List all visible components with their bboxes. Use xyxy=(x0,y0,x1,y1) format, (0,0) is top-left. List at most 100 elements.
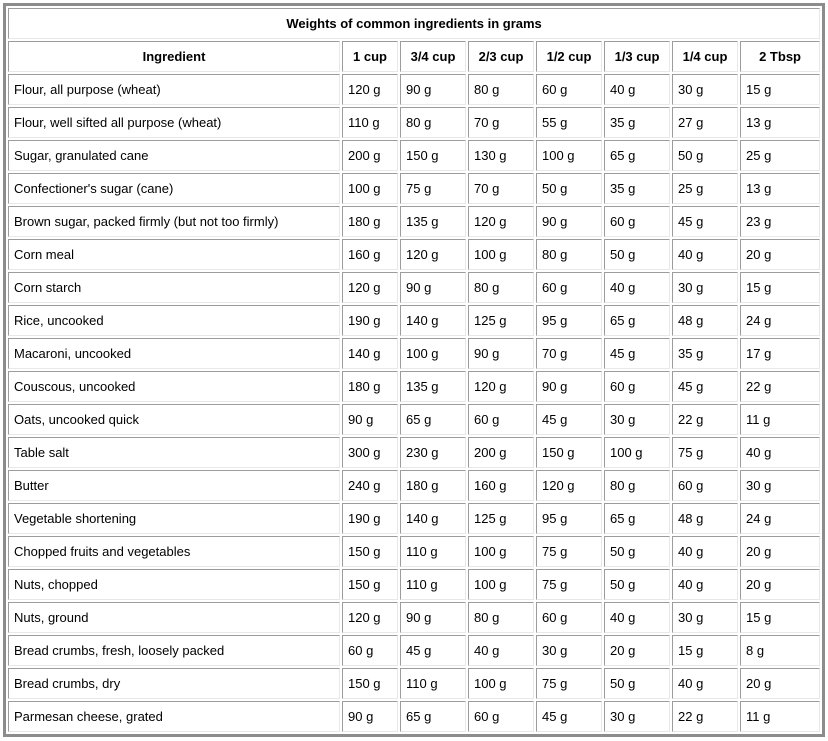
weight-cell: 45 g xyxy=(604,338,670,369)
weight-cell: 20 g xyxy=(604,635,670,666)
column-header-1-cup: 1 cup xyxy=(342,41,398,72)
weight-cell: 135 g xyxy=(400,206,466,237)
ingredient-cell: Oats, uncooked quick xyxy=(8,404,340,435)
ingredient-cell: Flour, all purpose (wheat) xyxy=(8,74,340,105)
weight-cell: 60 g xyxy=(468,404,534,435)
ingredient-weights-table: Weights of common ingredients in grams I… xyxy=(3,3,826,737)
weight-cell: 90 g xyxy=(400,602,466,633)
weight-cell: 90 g xyxy=(468,338,534,369)
weight-cell: 20 g xyxy=(740,569,821,600)
weight-cell: 240 g xyxy=(342,470,398,501)
weight-cell: 30 g xyxy=(672,74,738,105)
weight-cell: 120 g xyxy=(468,371,534,402)
weight-cell: 50 g xyxy=(604,239,670,270)
weight-cell: 65 g xyxy=(604,140,670,171)
table-header-row: Ingredient 1 cup 3/4 cup 2/3 cup 1/2 cup 1/3 … xyxy=(8,41,821,72)
ingredient-cell: Corn starch xyxy=(8,272,340,303)
weight-cell: 100 g xyxy=(342,173,398,204)
weight-cell: 22 g xyxy=(672,404,738,435)
ingredient-cell: Flour, well sifted all purpose (wheat) xyxy=(8,107,340,138)
weight-cell: 60 g xyxy=(604,371,670,402)
ingredient-cell: Nuts, chopped xyxy=(8,569,340,600)
ingredient-cell: Rice, uncooked xyxy=(8,305,340,336)
weight-cell: 75 g xyxy=(536,536,602,567)
weight-cell: 160 g xyxy=(468,470,534,501)
weight-cell: 27 g xyxy=(672,107,738,138)
ingredient-cell: Bread crumbs, dry xyxy=(8,668,340,699)
weight-cell: 11 g xyxy=(740,701,821,732)
table-title: Weights of common ingredients in grams xyxy=(8,8,821,39)
ingredient-cell: Confectioner's sugar (cane) xyxy=(8,173,340,204)
weight-cell: 95 g xyxy=(536,305,602,336)
weight-cell: 100 g xyxy=(468,668,534,699)
weight-cell: 65 g xyxy=(400,404,466,435)
weight-cell: 50 g xyxy=(604,536,670,567)
table-row: Corn meal 160 g 120 g 100 g 80 g 50 g 40 g 20 g xyxy=(8,239,821,270)
weight-cell: 75 g xyxy=(536,569,602,600)
weight-cell: 80 g xyxy=(400,107,466,138)
weight-cell: 15 g xyxy=(740,74,821,105)
weight-cell: 110 g xyxy=(342,107,398,138)
table-row: Flour, well sifted all purpose (wheat) 11… xyxy=(8,107,821,138)
ingredient-cell: Butter xyxy=(8,470,340,501)
weight-cell: 230 g xyxy=(400,437,466,468)
weight-cell: 120 g xyxy=(342,74,398,105)
weight-cell: 95 g xyxy=(536,503,602,534)
weight-cell: 60 g xyxy=(536,74,602,105)
weight-cell: 200 g xyxy=(468,437,534,468)
weight-cell: 40 g xyxy=(604,272,670,303)
weight-cell: 50 g xyxy=(604,668,670,699)
weight-cell: 40 g xyxy=(672,536,738,567)
weight-cell: 35 g xyxy=(672,338,738,369)
weight-cell: 90 g xyxy=(342,701,398,732)
weight-cell: 8 g xyxy=(740,635,821,666)
column-header-1-4-cup: 1/4 cup xyxy=(672,41,738,72)
weight-cell: 25 g xyxy=(740,140,821,171)
weight-cell: 48 g xyxy=(672,503,738,534)
column-header-3-4-cup: 3/4 cup xyxy=(400,41,466,72)
weight-cell: 150 g xyxy=(536,437,602,468)
weight-cell: 60 g xyxy=(536,272,602,303)
weight-cell: 110 g xyxy=(400,569,466,600)
weight-cell: 50 g xyxy=(536,173,602,204)
weight-cell: 150 g xyxy=(342,569,398,600)
weight-cell: 25 g xyxy=(672,173,738,204)
weight-cell: 15 g xyxy=(740,272,821,303)
weight-cell: 90 g xyxy=(536,206,602,237)
ingredient-cell: Vegetable shortening xyxy=(8,503,340,534)
weight-cell: 60 g xyxy=(468,701,534,732)
weight-cell: 60 g xyxy=(672,470,738,501)
weight-cell: 150 g xyxy=(400,140,466,171)
ingredient-cell: Table salt xyxy=(8,437,340,468)
weight-cell: 90 g xyxy=(400,272,466,303)
weight-cell: 100 g xyxy=(604,437,670,468)
ingredient-cell: Brown sugar, packed firmly (but not too … xyxy=(8,206,340,237)
weight-cell: 40 g xyxy=(604,74,670,105)
weight-cell: 100 g xyxy=(468,569,534,600)
weight-cell: 70 g xyxy=(468,173,534,204)
table-row: Butter 240 g 180 g 160 g 120 g 80 g 60 g 30 g xyxy=(8,470,821,501)
weight-cell: 300 g xyxy=(342,437,398,468)
ingredient-cell: Corn meal xyxy=(8,239,340,270)
weight-cell: 24 g xyxy=(740,503,821,534)
column-header-1-2-cup: 1/2 cup xyxy=(536,41,602,72)
weight-cell: 80 g xyxy=(468,602,534,633)
weight-cell: 22 g xyxy=(672,701,738,732)
table-row: Nuts, chopped 150 g 110 g 100 g 75 g 50 g 40 g… xyxy=(8,569,821,600)
weight-cell: 70 g xyxy=(468,107,534,138)
weight-cell: 17 g xyxy=(740,338,821,369)
weight-cell: 135 g xyxy=(400,371,466,402)
weight-cell: 45 g xyxy=(536,404,602,435)
table-title-row: Weights of common ingredients in grams xyxy=(8,8,821,39)
weight-cell: 15 g xyxy=(672,635,738,666)
weight-cell: 40 g xyxy=(672,239,738,270)
column-header-2-tbsp: 2 Tbsp xyxy=(740,41,821,72)
weight-cell: 100 g xyxy=(468,239,534,270)
weight-cell: 23 g xyxy=(740,206,821,237)
weight-cell: 30 g xyxy=(604,404,670,435)
weight-cell: 40 g xyxy=(740,437,821,468)
weight-cell: 120 g xyxy=(400,239,466,270)
